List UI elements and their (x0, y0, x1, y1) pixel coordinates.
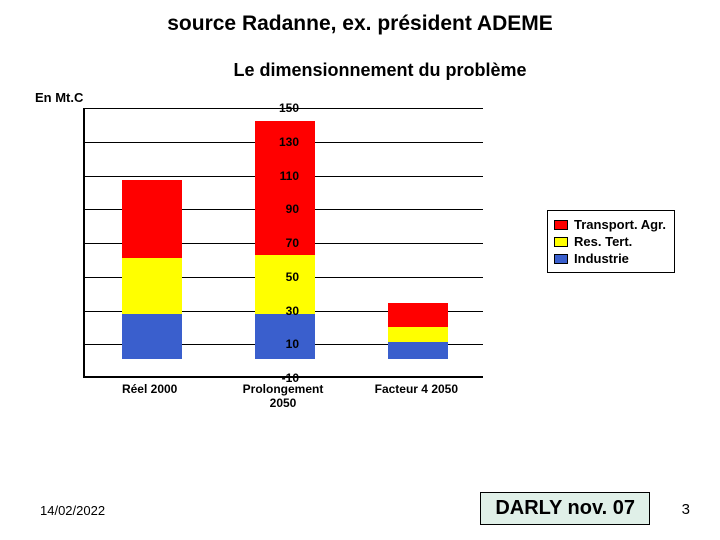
ytick-label: 50 (249, 270, 299, 284)
bar-segment (388, 327, 448, 342)
bar-group (388, 303, 448, 359)
legend: Transport. Agr. Res. Tert. Industrie (547, 210, 675, 273)
legend-swatch (554, 220, 568, 230)
legend-item: Res. Tert. (554, 234, 666, 249)
ytick-label: 150 (249, 101, 299, 115)
legend-label: Industrie (574, 251, 629, 266)
y-axis-unit-label: En Mt.C (35, 90, 83, 105)
ytick-label: 110 (249, 169, 299, 183)
bar-segment (388, 303, 448, 327)
xtick-label: Prolongement2050 (216, 382, 349, 411)
legend-item: Transport. Agr. (554, 217, 666, 232)
slide-title: source Radanne, ex. président ADEME (0, 12, 720, 36)
ytick-label: 10 (249, 337, 299, 351)
legend-label: Res. Tert. (574, 234, 632, 249)
legend-swatch (554, 237, 568, 247)
page-number: 3 (682, 501, 690, 518)
bar-segment (388, 342, 448, 359)
bar-segment (122, 258, 182, 314)
ytick-label: 30 (249, 304, 299, 318)
ytick-label: 90 (249, 202, 299, 216)
chart-area: Le dimensionnement du problème En Mt.C T… (15, 60, 705, 430)
bar-group (122, 180, 182, 359)
footer-date: 14/02/2022 (40, 503, 105, 518)
bar-segment (122, 180, 182, 258)
xtick-label: Facteur 4 2050 (350, 382, 483, 396)
ytick-label: 70 (249, 236, 299, 250)
legend-label: Transport. Agr. (574, 217, 666, 232)
legend-swatch (554, 254, 568, 264)
chart-title: Le dimensionnement du problème (15, 60, 705, 81)
legend-item: Industrie (554, 251, 666, 266)
ytick-label: 130 (249, 135, 299, 149)
bar-segment (122, 314, 182, 360)
footer-box: DARLY nov. 07 (480, 492, 650, 525)
xtick-label: Réel 2000 (83, 382, 216, 396)
